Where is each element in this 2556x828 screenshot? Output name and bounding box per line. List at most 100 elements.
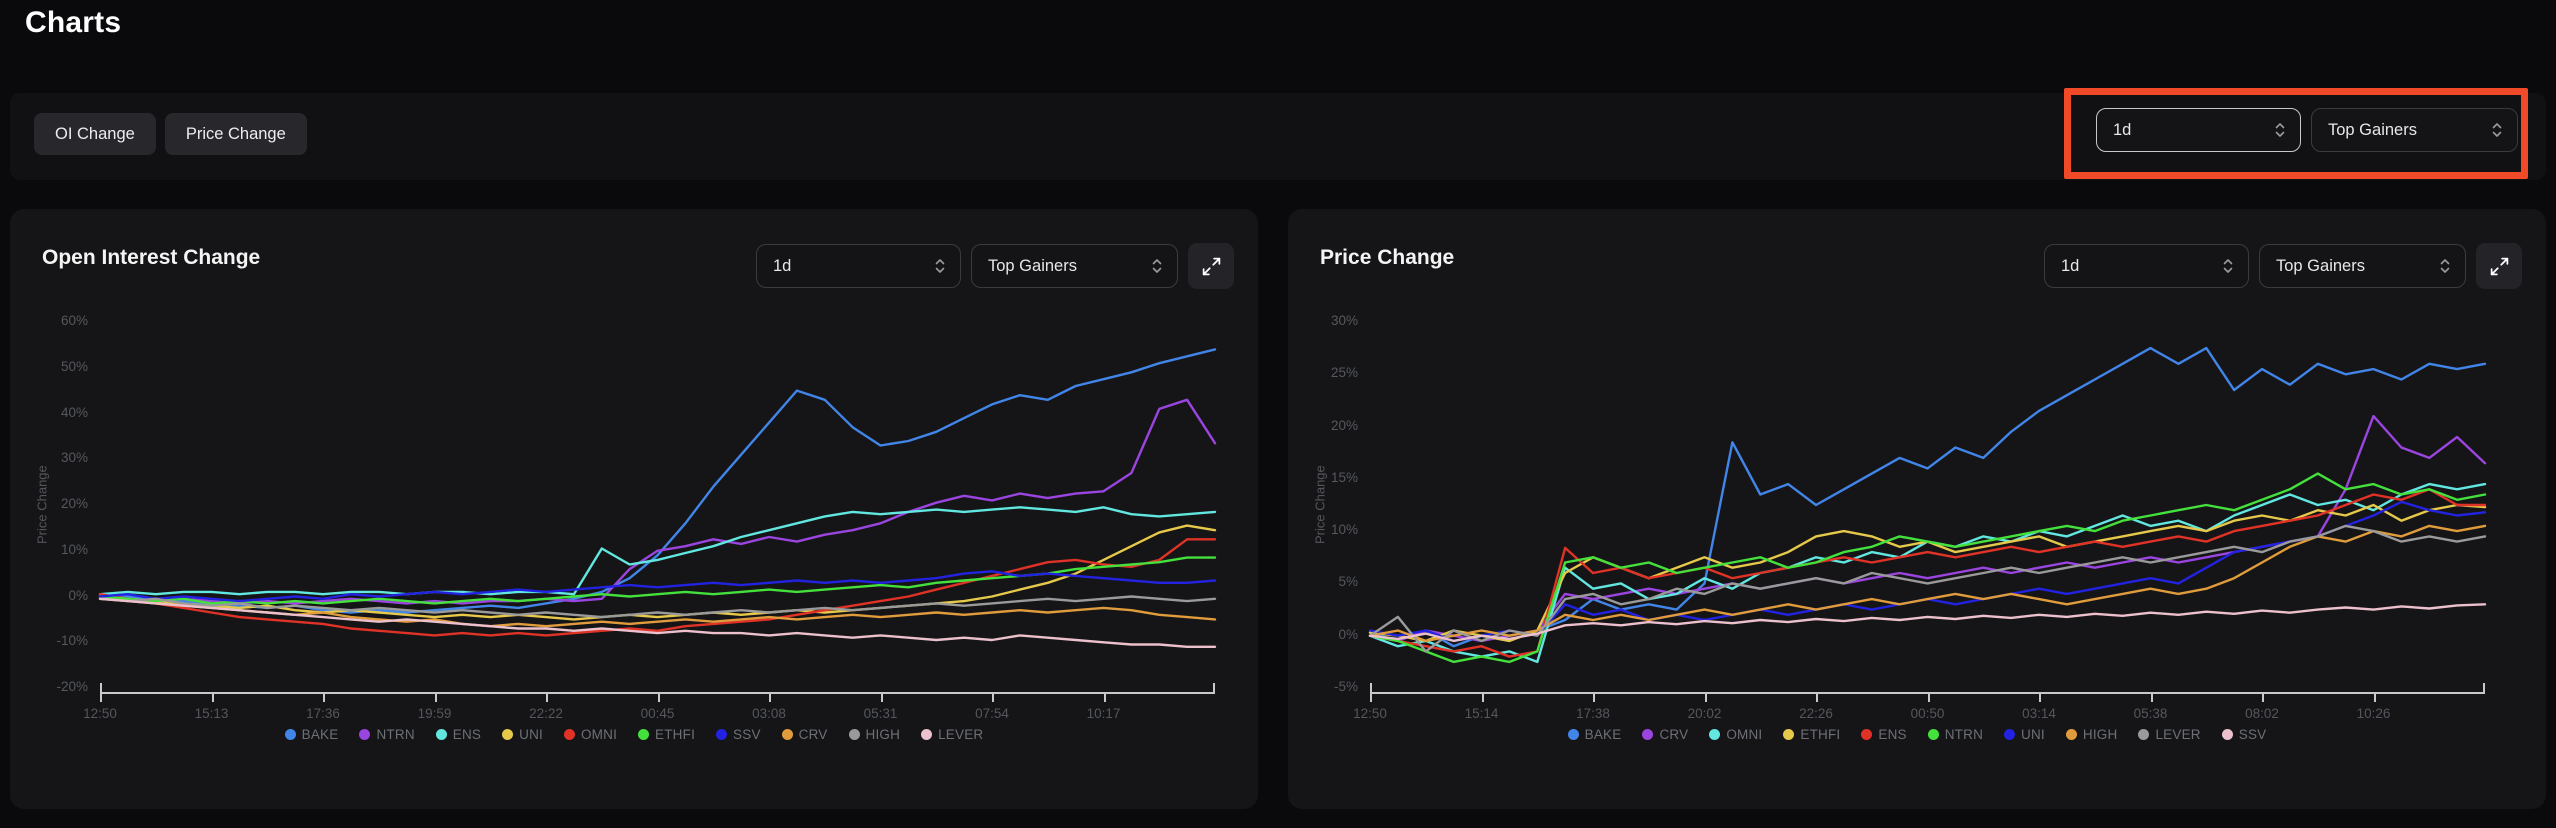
- series-line-bake: [1368, 346, 2487, 648]
- legend-item-uni[interactable]: UNI: [2004, 727, 2045, 742]
- legend-item-crv[interactable]: CRV: [1642, 727, 1688, 742]
- legend-item-crv[interactable]: CRV: [781, 727, 828, 742]
- chart-filter-value: Top Gainers: [2276, 256, 2365, 275]
- series-line-ens: [98, 506, 1217, 596]
- series-line-ssv: [98, 570, 1217, 603]
- x-tick-mark: [1481, 694, 1484, 702]
- x-tick-mark: [546, 694, 548, 702]
- series-line-lever: [1368, 524, 2487, 653]
- legend-item-omni[interactable]: OMNI: [563, 727, 618, 742]
- legend-dot: [502, 729, 514, 740]
- expand-chart-button[interactable]: [1188, 243, 1234, 289]
- chart-controls: 1d Top Gainers: [2044, 243, 2522, 289]
- x-tick-mark: [992, 694, 994, 702]
- price-change-button[interactable]: Price Change: [164, 113, 307, 155]
- chart-timeframe-select[interactable]: 1d: [756, 244, 961, 288]
- x-tick-mark: [434, 694, 437, 702]
- legend-dot: [1567, 729, 1579, 740]
- x-tick-label: 12:50: [83, 706, 117, 721]
- series-line-ethfi: [1368, 503, 2487, 643]
- toolbar-timeframe-value: 1d: [2113, 120, 2132, 139]
- x-tick-label: 03:08: [752, 706, 786, 721]
- legend-item-bake[interactable]: BAKE: [1567, 727, 1622, 742]
- chart-timeframe-select[interactable]: 1d: [2044, 244, 2249, 288]
- chart-legend: BAKE CRV OMNI ETHFI ENS NTRN UNI HIGH LEVER SSV: [1288, 727, 2546, 742]
- x-tick-mark: [2262, 694, 2264, 702]
- legend-dot: [848, 729, 860, 740]
- legend-item-ens[interactable]: ENS: [435, 727, 481, 742]
- legend-label: UNI: [519, 727, 543, 742]
- x-tick-mark: [1704, 694, 1707, 702]
- legend-item-ens[interactable]: ENS: [1861, 727, 1907, 742]
- legend-dot: [2004, 729, 2016, 740]
- legend-item-omni[interactable]: OMNI: [1709, 727, 1762, 742]
- legend-dot: [563, 729, 575, 740]
- legend-item-ntrn[interactable]: NTRN: [359, 727, 415, 742]
- x-axis: 12:50 15:13 17:36 19:59 22:22 00:45 03:08 05:31…: [83, 683, 1215, 732]
- legend-dot: [2221, 729, 2233, 740]
- legend-item-ethfi[interactable]: ETHFI: [638, 727, 695, 742]
- x-axis-line: [100, 692, 1215, 694]
- legend-item-bake[interactable]: BAKE: [284, 727, 339, 742]
- x-tick-mark: [100, 694, 102, 702]
- x-tick-label: 15:13: [194, 706, 229, 721]
- legend-dot: [638, 729, 650, 740]
- toolbar-filter-value: Top Gainers: [2328, 120, 2417, 139]
- legend-dot: [921, 729, 933, 740]
- y-tick-label: -10%: [56, 633, 88, 649]
- legend-item-ssv[interactable]: SSV: [2221, 727, 2267, 742]
- x-tick-label: 19:59: [417, 706, 452, 721]
- legend-item-high[interactable]: HIGH: [2065, 727, 2118, 742]
- y-tick-label: 20%: [60, 496, 88, 511]
- chart-filter-select[interactable]: Top Gainers: [971, 244, 1178, 288]
- legend-label: UNI: [2021, 727, 2045, 742]
- chart-title: Open Interest Change: [42, 246, 261, 269]
- legend-dot: [716, 729, 728, 740]
- x-tick-mark: [1593, 694, 1595, 702]
- axis-end-cap: [100, 683, 102, 694]
- y-tick-label: 15%: [1330, 469, 1358, 485]
- legend-item-high[interactable]: HIGH: [848, 727, 901, 742]
- legend-label: SSV: [2238, 727, 2267, 742]
- legend-item-lever[interactable]: LEVER: [2138, 727, 2201, 742]
- chart-timeframe-value: 1d: [2061, 256, 2080, 275]
- expand-chart-button[interactable]: [2476, 243, 2522, 289]
- toolbar-timeframe-select[interactable]: 1d: [2096, 108, 2301, 152]
- legend-dot: [2138, 729, 2150, 740]
- line-chart: [1368, 346, 2487, 664]
- open-interest-change-card: Open Interest Change 1d Top Gainers Pric…: [10, 209, 1258, 809]
- legend-dot: [781, 729, 793, 740]
- x-tick-mark: [769, 694, 771, 702]
- chevron-updown-icon: [933, 257, 947, 275]
- legend-item-ethfi[interactable]: ETHFI: [1783, 727, 1840, 742]
- series-line-ssv: [1368, 603, 2487, 643]
- chart-title: Price Change: [1320, 246, 1455, 269]
- toolbar: OI Change Price Change 1d Top Gainers: [10, 93, 2546, 180]
- series-line-ntrn: [1368, 472, 2487, 664]
- legend-item-lever[interactable]: LEVER: [921, 727, 983, 742]
- legend-label: LEVER: [2155, 727, 2201, 742]
- series-line-crv: [1368, 414, 2487, 643]
- y-tick-label: -5%: [1333, 679, 1358, 694]
- x-tick-label: 00:50: [1910, 706, 1945, 721]
- legend-item-uni[interactable]: UNI: [502, 727, 543, 742]
- x-tick-label: 15:14: [1464, 706, 1499, 721]
- price-change-card: Price Change 1d Top Gainers Price Change…: [1288, 209, 2546, 809]
- x-tick-mark: [1816, 694, 1818, 702]
- legend-label: OMNI: [580, 727, 618, 742]
- series-line-ethfi: [98, 556, 1217, 605]
- legend-item-ssv[interactable]: SSV: [716, 727, 761, 742]
- toolbar-filter-select[interactable]: Top Gainers: [2311, 108, 2518, 152]
- legend-item-ntrn[interactable]: NTRN: [1927, 727, 1983, 742]
- expand-icon: [1201, 256, 1222, 277]
- legend-label: BAKE: [301, 727, 339, 742]
- series-line-omni: [98, 538, 1217, 637]
- line-chart: [98, 348, 1217, 648]
- oi-change-button[interactable]: OI Change: [34, 113, 156, 155]
- chart-legend: BAKE NTRN ENS UNI OMNI ETHFI SSV CRV HIGH LEVER: [10, 727, 1258, 742]
- y-tick-label: 20%: [1330, 417, 1358, 433]
- x-tick-label: 08:02: [2245, 706, 2279, 721]
- chevron-updown-icon: [2273, 121, 2287, 139]
- chart-filter-select[interactable]: Top Gainers: [2259, 244, 2466, 288]
